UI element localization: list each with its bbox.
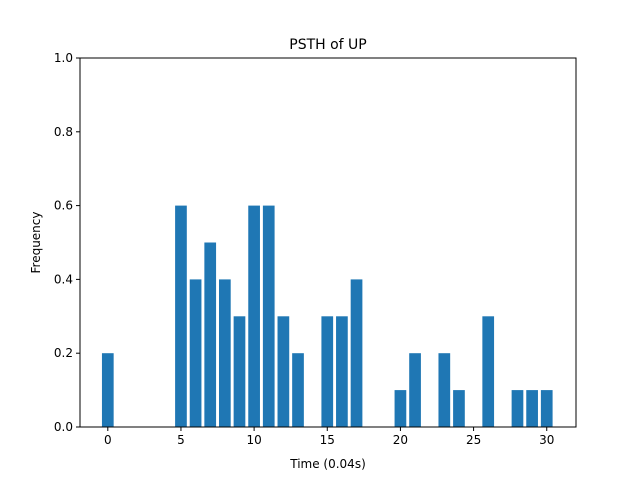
bar-16	[336, 316, 348, 427]
bar-6	[189, 279, 202, 427]
y-tick-label: 0.2	[54, 346, 73, 360]
bar-9	[233, 316, 246, 427]
bar-10	[248, 205, 260, 427]
bar-8	[218, 279, 231, 427]
bar-24	[453, 390, 465, 427]
y-axis: 0.0 0.2 0.4 0.6 0.8 1.0	[54, 51, 80, 434]
bar-26	[482, 316, 495, 427]
bar-5	[175, 205, 187, 427]
bar-7	[204, 242, 217, 427]
bars-group	[101, 205, 553, 427]
y-axis-label: Frequency	[29, 212, 43, 274]
x-tick-label: 15	[320, 433, 335, 447]
bar-30	[540, 390, 553, 427]
x-tick-label: 30	[539, 433, 554, 447]
x-axis-label: Time (0.04s)	[289, 457, 366, 471]
plot-frame	[79, 57, 577, 428]
bar-11	[262, 205, 275, 427]
bar-20	[394, 390, 407, 427]
y-tick-label: 1.0	[54, 51, 73, 65]
x-tick-label: 20	[393, 433, 408, 447]
x-tick-label: 10	[246, 433, 261, 447]
y-tick-label: 0.8	[54, 125, 73, 139]
bar-17	[350, 279, 363, 427]
bar-21	[409, 353, 421, 427]
bar-28	[511, 390, 524, 427]
bar-13	[292, 353, 304, 427]
bar-29	[526, 390, 538, 427]
y-tick-label: 0.6	[54, 199, 73, 213]
x-tick-label: 25	[466, 433, 481, 447]
chart-title: PSTH of UP	[289, 37, 367, 53]
y-tick-label: 0.4	[54, 272, 73, 286]
x-tick-label: 0	[104, 433, 112, 447]
x-axis: 0 5 10 15 20 25 30	[104, 427, 554, 447]
y-tick-label: 0.0	[54, 420, 73, 434]
bar-23	[438, 353, 451, 427]
x-tick-label: 5	[177, 433, 185, 447]
bar-0	[101, 353, 114, 427]
bar-12	[277, 316, 290, 427]
bar-15	[321, 316, 334, 427]
